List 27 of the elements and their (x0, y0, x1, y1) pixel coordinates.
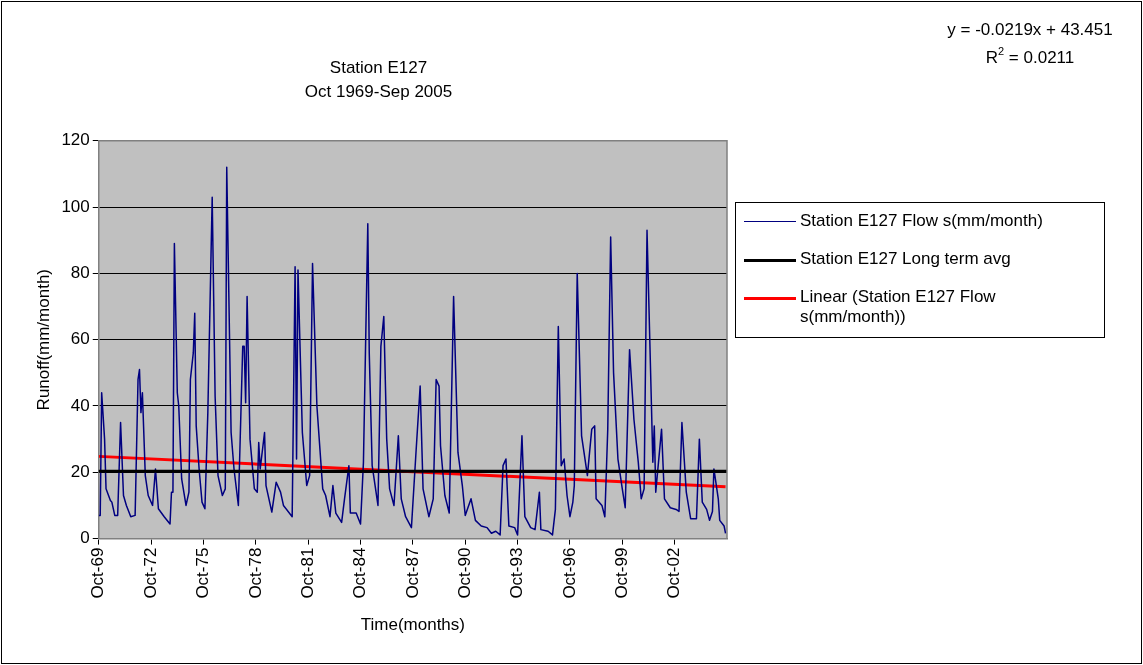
x-tick-label: Oct-69 (88, 547, 108, 599)
x-tick-label: Oct-96 (559, 547, 579, 599)
y-tick-label: 20 (70, 461, 90, 481)
chart-title: Station E127 (329, 57, 428, 77)
legend-label: Station E127 Flow s(mm/month) (800, 211, 1043, 231)
x-axis-title: Time(months) (360, 615, 465, 635)
y-tick-label: 0 (80, 528, 90, 548)
text: y = -0.0219x + 43.451 (947, 19, 1113, 39)
x-tick-label: Oct-81 (297, 547, 317, 599)
legend-label: Station E127 Long term avg (800, 249, 1011, 269)
x-tick-label: Oct-72 (140, 547, 160, 599)
y-tick-label: 60 (70, 329, 90, 349)
y-tick-label: 120 (61, 130, 90, 150)
y-tick-label: 100 (61, 196, 90, 216)
legend-label: Linear (Station E127 Flow s(mm/month)) (800, 287, 997, 327)
y-axis-title: Runoff(mm/month) (33, 268, 53, 411)
x-tick-label: Oct-84 (350, 547, 370, 599)
x-tick-label: Oct-93 (507, 547, 527, 599)
x-tick-label: Oct-78 (245, 547, 265, 599)
x-tick-label: Oct-90 (454, 547, 474, 599)
y-tick-label: 40 (70, 395, 90, 415)
x-tick-label: Oct-02 (664, 547, 684, 599)
x-tick-label: Oct-99 (611, 547, 631, 599)
x-tick-label: Oct-75 (193, 547, 213, 599)
x-tick-label: Oct-87 (402, 547, 422, 599)
chart-subtitle: Oct 1969-Sep 2005 (304, 82, 453, 102)
y-tick-label: 80 (70, 263, 90, 283)
